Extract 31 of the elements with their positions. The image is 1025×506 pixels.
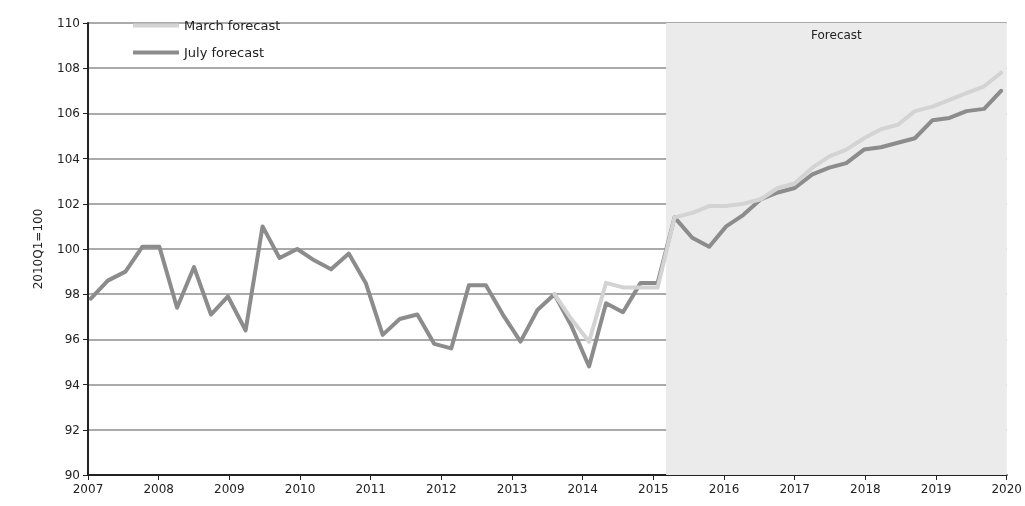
- x-tick-label: 2012: [426, 482, 457, 496]
- y-tick-label: 96: [64, 332, 80, 347]
- line-series: [552, 70, 1004, 344]
- y-tick-label: 90: [64, 468, 80, 482]
- y-tick-label: 92: [64, 422, 80, 437]
- y-axis-title: 2010Q1=100: [31, 208, 45, 290]
- x-tick-label: 2009: [214, 482, 245, 496]
- legend-label: July forecast: [183, 45, 265, 60]
- x-tick-label: 2019: [920, 482, 952, 496]
- x-tick-label: 2014: [567, 482, 598, 496]
- line-series: [88, 88, 1004, 369]
- y-tick-label: 98: [64, 287, 80, 302]
- x-tick-label: 2013: [496, 482, 528, 496]
- x-tick-label: 2010: [284, 482, 316, 496]
- y-tick-label: 110: [57, 16, 80, 30]
- y-tick-label: 102: [57, 196, 80, 211]
- y-tick-label: 100: [57, 242, 80, 256]
- y-tick-label: 94: [64, 377, 80, 392]
- x-tick-label: 2011: [355, 482, 386, 496]
- x-tick-label: 2008: [143, 482, 174, 496]
- y-tick-label: 108: [57, 61, 80, 76]
- x-tick-label: 2007: [72, 482, 104, 496]
- x-tick-label: 2017: [779, 482, 810, 496]
- x-tick-label: 2015: [638, 482, 669, 496]
- x-tick-label: 2020: [991, 482, 1022, 496]
- band-label: Forecast: [811, 28, 863, 42]
- y-tick-label: 104: [57, 151, 80, 166]
- legend-label: March forecast: [184, 18, 281, 33]
- x-tick-label: 2016: [708, 482, 740, 496]
- y-tick-label: 106: [57, 106, 80, 121]
- x-tick-label: 2018: [850, 482, 881, 496]
